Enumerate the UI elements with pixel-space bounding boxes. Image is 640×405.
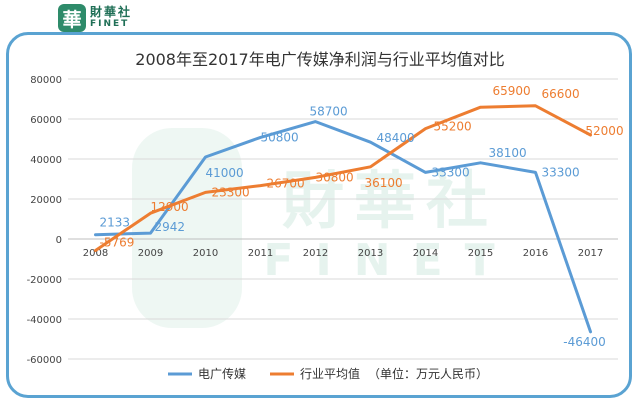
- data-label: 12900: [151, 200, 189, 214]
- y-tick-label: -40000: [27, 315, 62, 326]
- data-label: 48400: [377, 131, 415, 145]
- data-label: 52000: [585, 124, 623, 138]
- finet-logo-icon: 華: [58, 4, 86, 32]
- x-tick-label: 2011: [248, 248, 273, 259]
- y-tick-label: 0: [56, 235, 62, 246]
- y-tick-label: -20000: [27, 275, 62, 286]
- data-label: 41000: [206, 166, 244, 180]
- data-label: 23300: [212, 185, 250, 199]
- data-label: 38100: [489, 146, 527, 160]
- watermark-logo-icon: [132, 128, 242, 328]
- x-tick-label: 2009: [138, 248, 163, 259]
- legend-unit-note: （单位：万元人民币）: [368, 366, 488, 381]
- x-tick-label: 2008: [83, 248, 108, 259]
- legend-label: 电广传媒: [198, 366, 246, 381]
- y-tick-label: 60000: [30, 115, 62, 126]
- chart-title: 2008年至2017年电广传媒净利润与行业平均值对比: [135, 50, 505, 69]
- x-tick-label: 2014: [413, 248, 438, 259]
- data-label: 65900: [493, 84, 531, 98]
- y-tick-label: 80000: [30, 75, 62, 86]
- data-label: 2942: [155, 220, 186, 234]
- data-label: 30800: [316, 170, 354, 184]
- data-label: 36100: [365, 176, 403, 190]
- data-label: 33300: [542, 165, 580, 179]
- data-label: 66600: [542, 87, 580, 101]
- data-label: 26700: [267, 177, 305, 191]
- series-line-1: [94, 120, 592, 334]
- data-label: -46400: [563, 335, 606, 349]
- y-tick-label: -60000: [27, 355, 62, 366]
- watermark-en: FINET: [263, 235, 516, 286]
- x-tick-label: 2010: [193, 248, 218, 259]
- x-tick-label: 2015: [468, 248, 493, 259]
- x-tick-label: 2013: [358, 248, 383, 259]
- chart-frame: [6, 32, 632, 398]
- brand-name-cn: 財華社: [90, 5, 133, 19]
- y-tick-label: 40000: [30, 155, 62, 166]
- data-label: 55200: [434, 120, 472, 134]
- x-tick-label: 2016: [523, 248, 548, 259]
- data-label: -5769: [100, 236, 135, 250]
- series-line-2: [94, 104, 592, 253]
- x-tick-label: 2017: [578, 248, 603, 259]
- data-label: 2133: [100, 216, 131, 230]
- data-label: 58700: [310, 105, 348, 119]
- y-tick-label: 20000: [30, 195, 62, 206]
- x-tick-label: 2012: [303, 248, 328, 259]
- data-label: 33300: [432, 165, 470, 179]
- brand-logo: 華 財華社 FINET: [58, 4, 132, 32]
- brand-name-en: FINET: [90, 19, 130, 29]
- legend-label: 行业平均值: [300, 366, 360, 381]
- data-label: 50800: [261, 130, 299, 144]
